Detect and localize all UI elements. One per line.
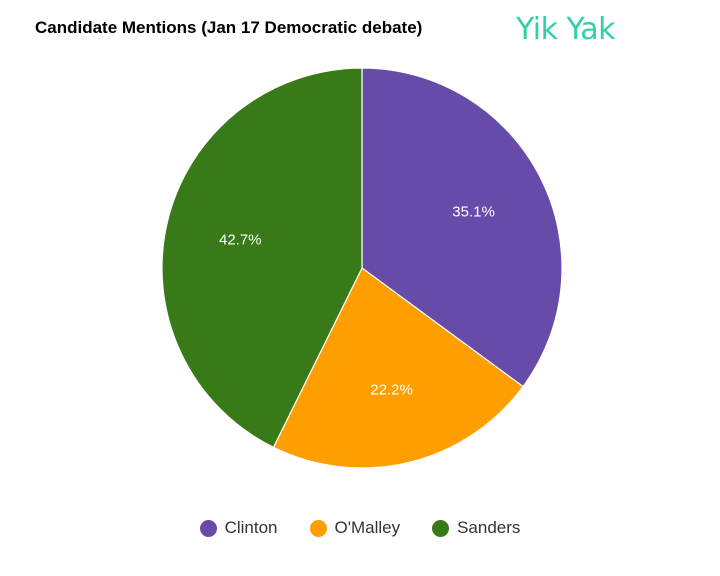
chart-title: Candidate Mentions (Jan 17 Democratic de… <box>35 18 423 37</box>
pie-chart: 35.1% 22.2% 42.7% <box>161 67 563 469</box>
legend-label-sanders: Sanders <box>457 518 521 537</box>
legend-swatch-omalley <box>309 519 327 537</box>
legend: Clinton O'Malley Sanders <box>0 518 720 538</box>
pie-slice-clinton <box>361 67 563 388</box>
legend-swatch-sanders <box>432 519 450 537</box>
yik-yak-logo: Yik Yak <box>516 12 615 47</box>
legend-swatch-clinton <box>199 519 217 537</box>
legend-item-sanders: Sanders <box>432 518 520 538</box>
slice-label-sanders: 42.7% <box>219 232 262 249</box>
pie-slice-sanders <box>161 67 363 449</box>
legend-label-clinton: Clinton <box>224 518 278 537</box>
slice-label-omalley: 22.2% <box>370 381 413 398</box>
legend-item-clinton: Clinton <box>199 518 278 538</box>
slice-label-clinton: 35.1% <box>452 204 495 221</box>
pie-slice-omalley <box>272 267 524 469</box>
legend-item-omalley: O'Malley <box>309 518 401 538</box>
legend-label-omalley: O'Malley <box>334 518 401 537</box>
